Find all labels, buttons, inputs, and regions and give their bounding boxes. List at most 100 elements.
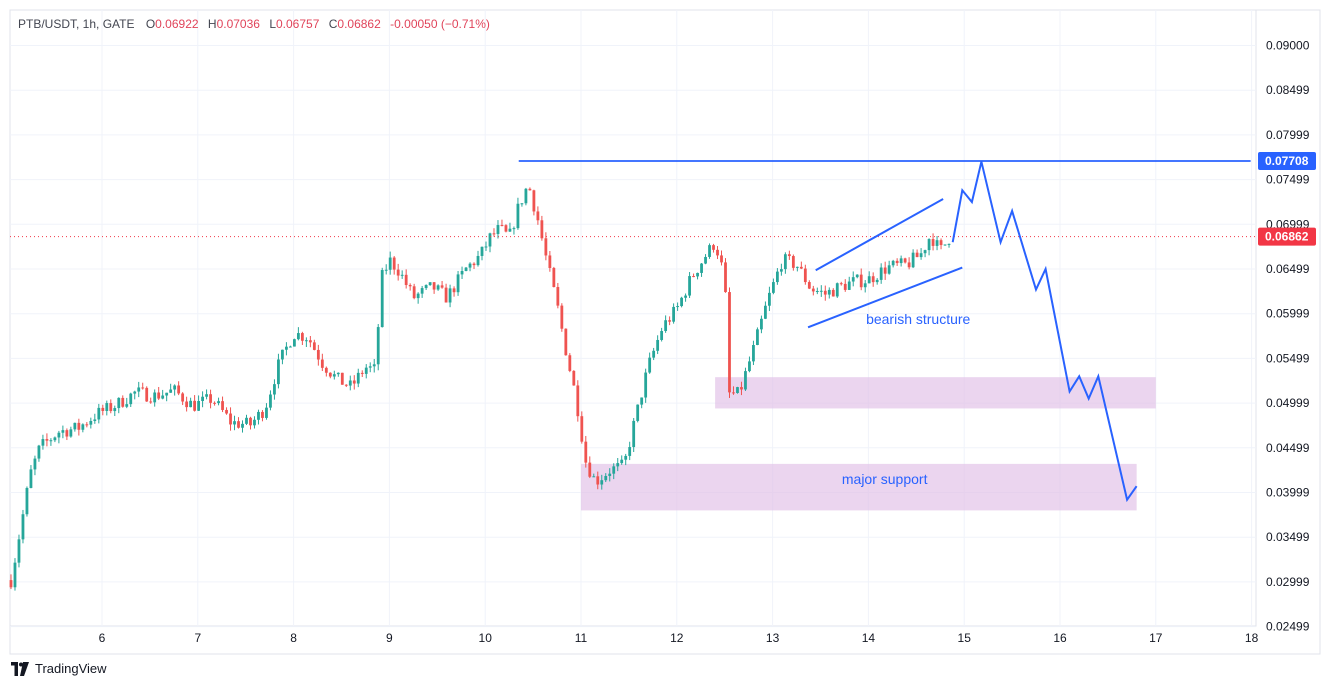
candle-body <box>576 385 580 417</box>
candle-body <box>380 270 384 328</box>
last-price-badge-label: 0.06862 <box>1265 230 1309 244</box>
x-tick-label: 9 <box>386 631 393 645</box>
resistance-price-badge-label: 0.07708 <box>1265 154 1309 168</box>
candle-body <box>372 364 376 367</box>
candle-body <box>815 290 819 292</box>
candle-body <box>173 385 177 390</box>
candle-body <box>584 441 588 463</box>
candle-body <box>45 439 49 441</box>
candle-body <box>672 306 676 322</box>
y-tick-label: 0.02999 <box>1266 575 1310 589</box>
candle-body <box>29 469 33 488</box>
candle-body <box>600 480 604 485</box>
candle-body <box>568 355 572 371</box>
candle-body <box>181 393 185 402</box>
candle-body <box>795 266 799 268</box>
candle-body <box>516 203 520 229</box>
candle-body <box>807 282 811 289</box>
candle-body <box>17 539 21 563</box>
candle-body <box>113 408 117 412</box>
candle-body <box>217 401 220 404</box>
candle-body <box>835 283 839 297</box>
y-tick-label: 0.04499 <box>1266 441 1310 455</box>
candle-body <box>352 380 356 384</box>
candle-body <box>169 389 173 393</box>
y-tick-label: 0.05999 <box>1266 307 1310 321</box>
candle-body <box>656 339 660 351</box>
candle-body <box>177 385 181 394</box>
candle-body <box>364 367 368 374</box>
candle-body <box>93 419 97 421</box>
last-price-badge <box>1258 227 1316 246</box>
candle-body <box>81 424 85 430</box>
candle-body <box>931 239 935 246</box>
candle-body <box>396 269 400 276</box>
symbol-label[interactable]: PTB/USDT, 1h, GATE <box>18 17 135 31</box>
open-label: O <box>145 17 156 31</box>
candle-body <box>360 372 364 374</box>
candle-body <box>253 419 256 426</box>
candle-body <box>624 455 628 460</box>
candle-body <box>696 272 699 277</box>
candle-body <box>476 255 480 266</box>
candle-body <box>504 225 508 232</box>
candle-body <box>728 292 731 393</box>
candle-body <box>249 417 252 426</box>
close-value: 0.06862 <box>337 17 381 31</box>
outer-border <box>9 9 1321 655</box>
candle-body <box>137 387 141 392</box>
candle-body <box>556 287 560 306</box>
candle-body <box>324 367 328 373</box>
candle-body <box>588 462 592 477</box>
candle-body <box>273 384 276 395</box>
candle-body <box>488 233 492 247</box>
candle-body <box>887 265 891 274</box>
candle-body <box>783 254 787 270</box>
candle-body <box>316 349 320 360</box>
candle-body <box>49 440 53 442</box>
plot-area[interactable] <box>9 9 1257 627</box>
candle-body <box>480 246 484 256</box>
candle-body <box>57 432 61 438</box>
candle-body <box>265 407 268 418</box>
candle-body <box>237 421 240 428</box>
candle-body <box>664 320 668 332</box>
candle-body <box>620 459 624 464</box>
candle-body <box>895 260 899 264</box>
candle-body <box>328 372 332 377</box>
candle-body <box>851 277 855 282</box>
low-label: L <box>269 17 276 31</box>
candle-body <box>748 361 751 372</box>
candle-body <box>281 349 284 360</box>
drawings[interactable]: bearish structure major support <box>10 160 1256 503</box>
candle-body <box>596 476 600 485</box>
candle-body <box>791 256 795 268</box>
candle-body <box>915 252 919 258</box>
candle-body <box>376 327 380 365</box>
candle-body <box>903 258 907 263</box>
candle-body <box>544 238 548 256</box>
tradingview-branding[interactable]: TradingView <box>10 661 107 676</box>
candle-body <box>907 262 911 268</box>
candle-body <box>13 562 17 588</box>
candle-body <box>855 274 859 278</box>
candle-body <box>89 420 93 425</box>
candle-body <box>676 306 679 308</box>
candle-body <box>296 333 300 340</box>
candle-body <box>432 282 436 290</box>
high-label: H <box>207 17 217 31</box>
x-tick-label: 6 <box>99 631 106 645</box>
major-support-label: major support <box>842 471 928 487</box>
y-tick-label: 0.03499 <box>1266 530 1310 544</box>
x-tick-label: 12 <box>670 631 684 645</box>
candle-body <box>436 285 440 290</box>
candle-body <box>768 292 771 306</box>
x-tick-label: 14 <box>862 631 876 645</box>
candle-body <box>9 580 13 588</box>
x-tick-label: 8 <box>290 631 297 645</box>
y-tick-label: 0.07999 <box>1266 128 1310 142</box>
candle-body <box>356 372 360 384</box>
candle-body <box>348 380 352 386</box>
